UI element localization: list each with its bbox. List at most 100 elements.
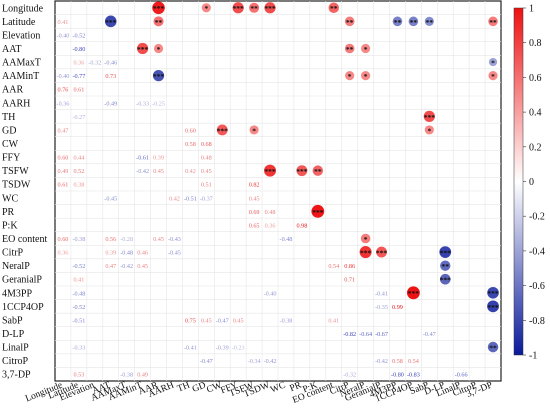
row-label: CW [2,139,19,150]
row-label: Elevation [2,30,40,41]
coefficient-label: 0.60 [58,155,69,162]
row-label: CitrP [2,248,24,259]
significance-mark: *** [487,303,499,312]
coefficient-label: 0.47 [105,263,116,270]
column-label: TH [176,380,192,394]
correlation-circle [392,16,403,27]
significance-mark: ** [426,18,434,27]
coefficient-label: 0.68 [201,141,212,148]
significance-mark: * [364,72,368,81]
coefficient-label: -0.40 [57,73,70,80]
coefficient-label: -0.23 [232,345,245,352]
significance-mark: * [348,72,352,81]
coefficient-label: 0.42 [185,168,196,175]
coefficient-label: 0.82 [249,182,260,189]
significance-mark: ** [346,45,354,54]
column-label: WC [269,381,287,396]
significance-mark: *** [105,18,117,27]
column-label: GD [191,380,208,394]
significance-mark: *** [424,113,436,122]
significance-mark: ** [394,18,402,27]
coefficient-label: 0.58 [392,358,403,365]
coefficient-label: -0.33 [136,100,149,107]
colorbar-tick-label: -0.2 [529,212,545,223]
correlation-circle [264,164,277,177]
coefficient-label: 0.49 [137,372,148,379]
coefficient-label: -0.61 [136,155,149,162]
significance-mark: *** [137,45,149,54]
row-label: GeranialP [2,275,42,286]
colorbar [513,7,524,356]
coefficient-label: -0.33 [72,345,85,352]
row-label: Longitude [2,3,44,14]
colorbar-tick-label: -0.4 [529,246,545,257]
colorbar-tick-label: -0.8 [529,316,545,327]
coefficient-label: 0.45 [137,263,148,270]
row-label: 1CCP4OP [2,302,44,313]
correlation-circle [487,286,499,299]
coefficient-label: 0.49 [58,168,69,175]
coefficient-label: -0.49 [104,100,117,107]
coefficient-label: 0.42 [169,195,180,202]
coefficient-label: 0.51 [201,182,212,189]
correlation-circle [249,125,259,135]
coefficient-label: 0.41 [328,317,339,324]
coefficient-label: 0.48 [201,155,212,162]
significance-mark: * [491,58,495,67]
coefficient-label: -0.42 [375,358,388,365]
correlation-circle [312,165,324,176]
significance-mark: ** [489,343,497,352]
coefficient-label: -0.82 [343,331,356,338]
coefficient-label: 0.39 [105,250,116,257]
significance-mark: * [252,126,256,135]
significance-mark: *** [217,126,229,135]
coefficient-label: -0.36 [57,100,70,107]
significance-mark: ** [314,167,322,176]
correlation-circle [152,1,165,15]
significance-mark: *** [233,4,245,13]
coefficient-label: 0.45 [153,236,164,243]
significance-mark: *** [360,248,372,257]
coefficient-label: 0.41 [73,277,84,284]
correlation-circle [264,2,276,14]
significance-mark: * [364,235,368,244]
row-label: 4M3PP [2,288,32,299]
coefficient-label: 0.47 [58,127,69,134]
correlation-circle [345,71,355,81]
correlation-circle [423,110,435,122]
coefficient-label: -0.42 [120,263,133,270]
significance-mark: *** [264,4,276,13]
significance-mark: * [204,4,208,13]
correlation-circle [488,71,498,81]
coefficient-label: -0.40 [264,290,277,297]
significance-mark: * [157,45,161,54]
coefficient-label: -0.32 [343,372,356,379]
colorbar-tick-label: 1 [529,4,534,15]
correlation-circle [440,260,451,271]
coefficient-label: 0.98 [296,222,307,229]
significance-mark: ** [489,18,497,27]
significance-mark: *** [312,208,324,217]
coefficient-label: -0.41 [375,290,388,297]
row-label: AARH [2,98,30,109]
coefficient-label: 0.45 [201,317,212,324]
coefficient-label: 0.61 [58,182,69,189]
row-label: AAMaxT [2,58,41,69]
coefficient-label: -0.27 [72,114,85,121]
row-label: TSFW [2,166,29,177]
row-label: D-LP [2,329,25,340]
correlation-circle [424,125,434,135]
coefficient-label: 0.56 [105,236,116,243]
colorbar-tick-label: 0.6 [529,73,542,84]
significance-mark: ** [410,18,418,27]
coefficient-label: 0.73 [105,73,116,80]
row-label: P:K [2,220,18,231]
coefficient-label: -0.41 [184,345,197,352]
coefficient-label: 0.39 [153,155,164,162]
coefficient-label: 0.86 [344,263,355,270]
correlation-circle [439,273,451,285]
colorbar-tick-label: -0.6 [529,281,545,292]
significance-mark: *** [153,72,165,81]
correlation-circle [201,3,211,13]
coefficient-label: -0.47 [200,358,213,365]
